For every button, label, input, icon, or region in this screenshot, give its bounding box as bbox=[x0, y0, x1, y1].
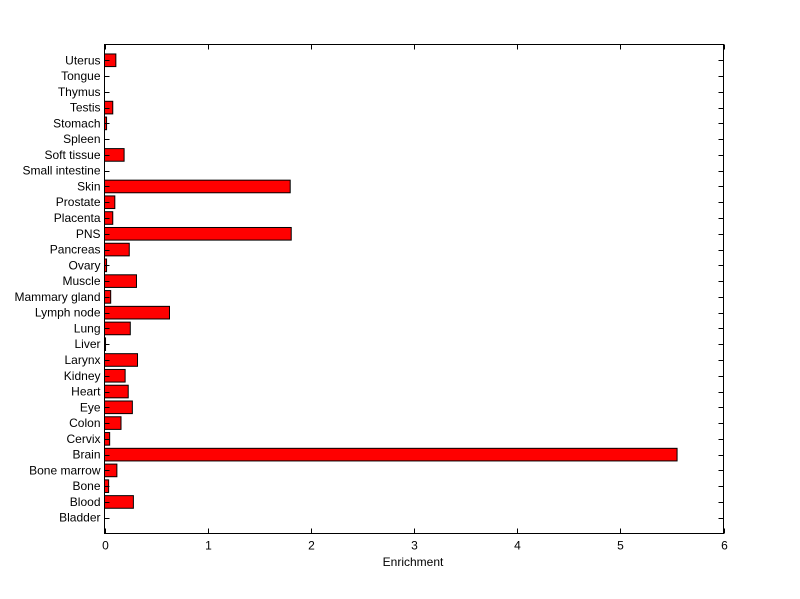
y-tick-label: Lung bbox=[74, 321, 101, 335]
bar-blood bbox=[104, 495, 134, 509]
y-tick-label: Testis bbox=[70, 101, 101, 115]
bar-skin bbox=[104, 179, 291, 194]
bar-soft-tissue bbox=[104, 148, 125, 162]
bar-larynx bbox=[104, 353, 139, 367]
bar-lymph-node bbox=[104, 305, 170, 320]
y-tick-label: Cervix bbox=[66, 432, 100, 446]
bar-brain bbox=[104, 447, 678, 462]
x-tick-label: 4 bbox=[514, 539, 521, 553]
y-tick-label: Thymus bbox=[58, 85, 101, 99]
bar-heart bbox=[104, 384, 129, 399]
x-tick-label: 2 bbox=[308, 539, 315, 553]
y-tick-label: Spleen bbox=[63, 132, 100, 146]
y-tick-label: Bone marrow bbox=[29, 463, 101, 477]
y-tick-label: PNS bbox=[76, 227, 101, 241]
x-tick-label: 5 bbox=[617, 539, 624, 553]
bar-mammary-gland bbox=[104, 290, 112, 304]
y-tick-label: Ovary bbox=[68, 258, 100, 272]
y-tick-label: Blood bbox=[70, 495, 101, 509]
y-tick-label: Tongue bbox=[61, 69, 101, 83]
y-tick-label: Heart bbox=[71, 385, 101, 399]
y-tick-label: Larynx bbox=[64, 353, 100, 367]
y-tick-label: Small intestine bbox=[22, 164, 100, 178]
y-tick-label: Lymph node bbox=[35, 306, 101, 320]
y-tick-label: Bladder bbox=[59, 511, 100, 525]
x-tick-label: 0 bbox=[102, 539, 109, 553]
x-axis-label: Enrichment bbox=[383, 555, 444, 569]
y-tick-label: Soft tissue bbox=[44, 148, 100, 162]
y-tick-label: Placenta bbox=[54, 211, 101, 225]
y-tick-label: Mammary gland bbox=[14, 290, 100, 304]
y-tick-label: Brain bbox=[72, 448, 100, 462]
bar-pns bbox=[104, 226, 292, 241]
bar-pancreas bbox=[104, 242, 130, 257]
y-tick-label: Pancreas bbox=[50, 243, 101, 257]
bar-cervix bbox=[104, 432, 111, 446]
y-tick-label: Kidney bbox=[64, 369, 101, 383]
bar-kidney bbox=[104, 368, 126, 383]
bar-testis bbox=[104, 100, 114, 115]
y-tick-label: Muscle bbox=[62, 274, 100, 288]
y-tick-label: Uterus bbox=[65, 53, 100, 67]
y-tick-label: Skin bbox=[77, 179, 100, 193]
x-tick-label: 6 bbox=[721, 539, 728, 553]
y-tick-label: Colon bbox=[69, 416, 100, 430]
y-tick-label: Prostate bbox=[56, 195, 101, 209]
y-tick-label: Bone bbox=[72, 479, 100, 493]
y-tick-label: Eye bbox=[80, 400, 101, 414]
y-tick-label: Liver bbox=[74, 337, 100, 351]
x-tick-label: 3 bbox=[411, 539, 418, 553]
x-tick-label: 1 bbox=[205, 539, 212, 553]
y-tick-label: Stomach bbox=[53, 116, 100, 130]
